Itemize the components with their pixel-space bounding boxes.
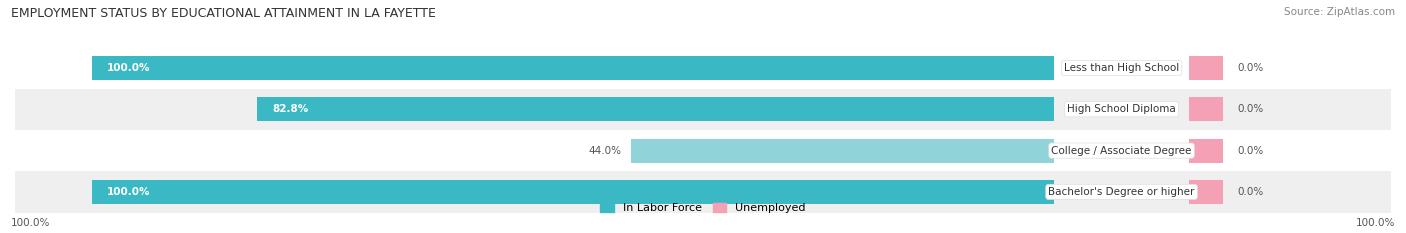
Bar <box>257 97 1054 121</box>
Text: Bachelor's Degree or higher: Bachelor's Degree or higher <box>1049 187 1195 197</box>
Bar <box>15 89 1391 130</box>
Text: 82.8%: 82.8% <box>271 104 308 114</box>
Bar <box>1189 139 1223 163</box>
Text: 0.0%: 0.0% <box>1237 187 1264 197</box>
Text: 0.0%: 0.0% <box>1237 104 1264 114</box>
Bar <box>631 139 1054 163</box>
Text: High School Diploma: High School Diploma <box>1067 104 1175 114</box>
Text: 100.0%: 100.0% <box>11 218 51 228</box>
Bar <box>1189 180 1223 204</box>
Text: 100.0%: 100.0% <box>107 187 150 197</box>
Text: Source: ZipAtlas.com: Source: ZipAtlas.com <box>1284 7 1395 17</box>
Text: 0.0%: 0.0% <box>1237 146 1264 156</box>
Text: 100.0%: 100.0% <box>1355 218 1395 228</box>
Text: Less than High School: Less than High School <box>1064 63 1180 73</box>
Text: 0.0%: 0.0% <box>1237 63 1264 73</box>
Bar <box>91 56 1055 80</box>
Bar <box>1189 56 1223 80</box>
Bar <box>91 180 1055 204</box>
Text: EMPLOYMENT STATUS BY EDUCATIONAL ATTAINMENT IN LA FAYETTE: EMPLOYMENT STATUS BY EDUCATIONAL ATTAINM… <box>11 7 436 20</box>
Text: College / Associate Degree: College / Associate Degree <box>1052 146 1192 156</box>
Bar <box>1189 97 1223 121</box>
Bar <box>15 171 1391 212</box>
Bar <box>15 47 1391 89</box>
Text: 44.0%: 44.0% <box>588 146 621 156</box>
Text: 100.0%: 100.0% <box>107 63 150 73</box>
Legend: In Labor Force, Unemployed: In Labor Force, Unemployed <box>596 198 810 217</box>
Bar <box>15 130 1391 171</box>
